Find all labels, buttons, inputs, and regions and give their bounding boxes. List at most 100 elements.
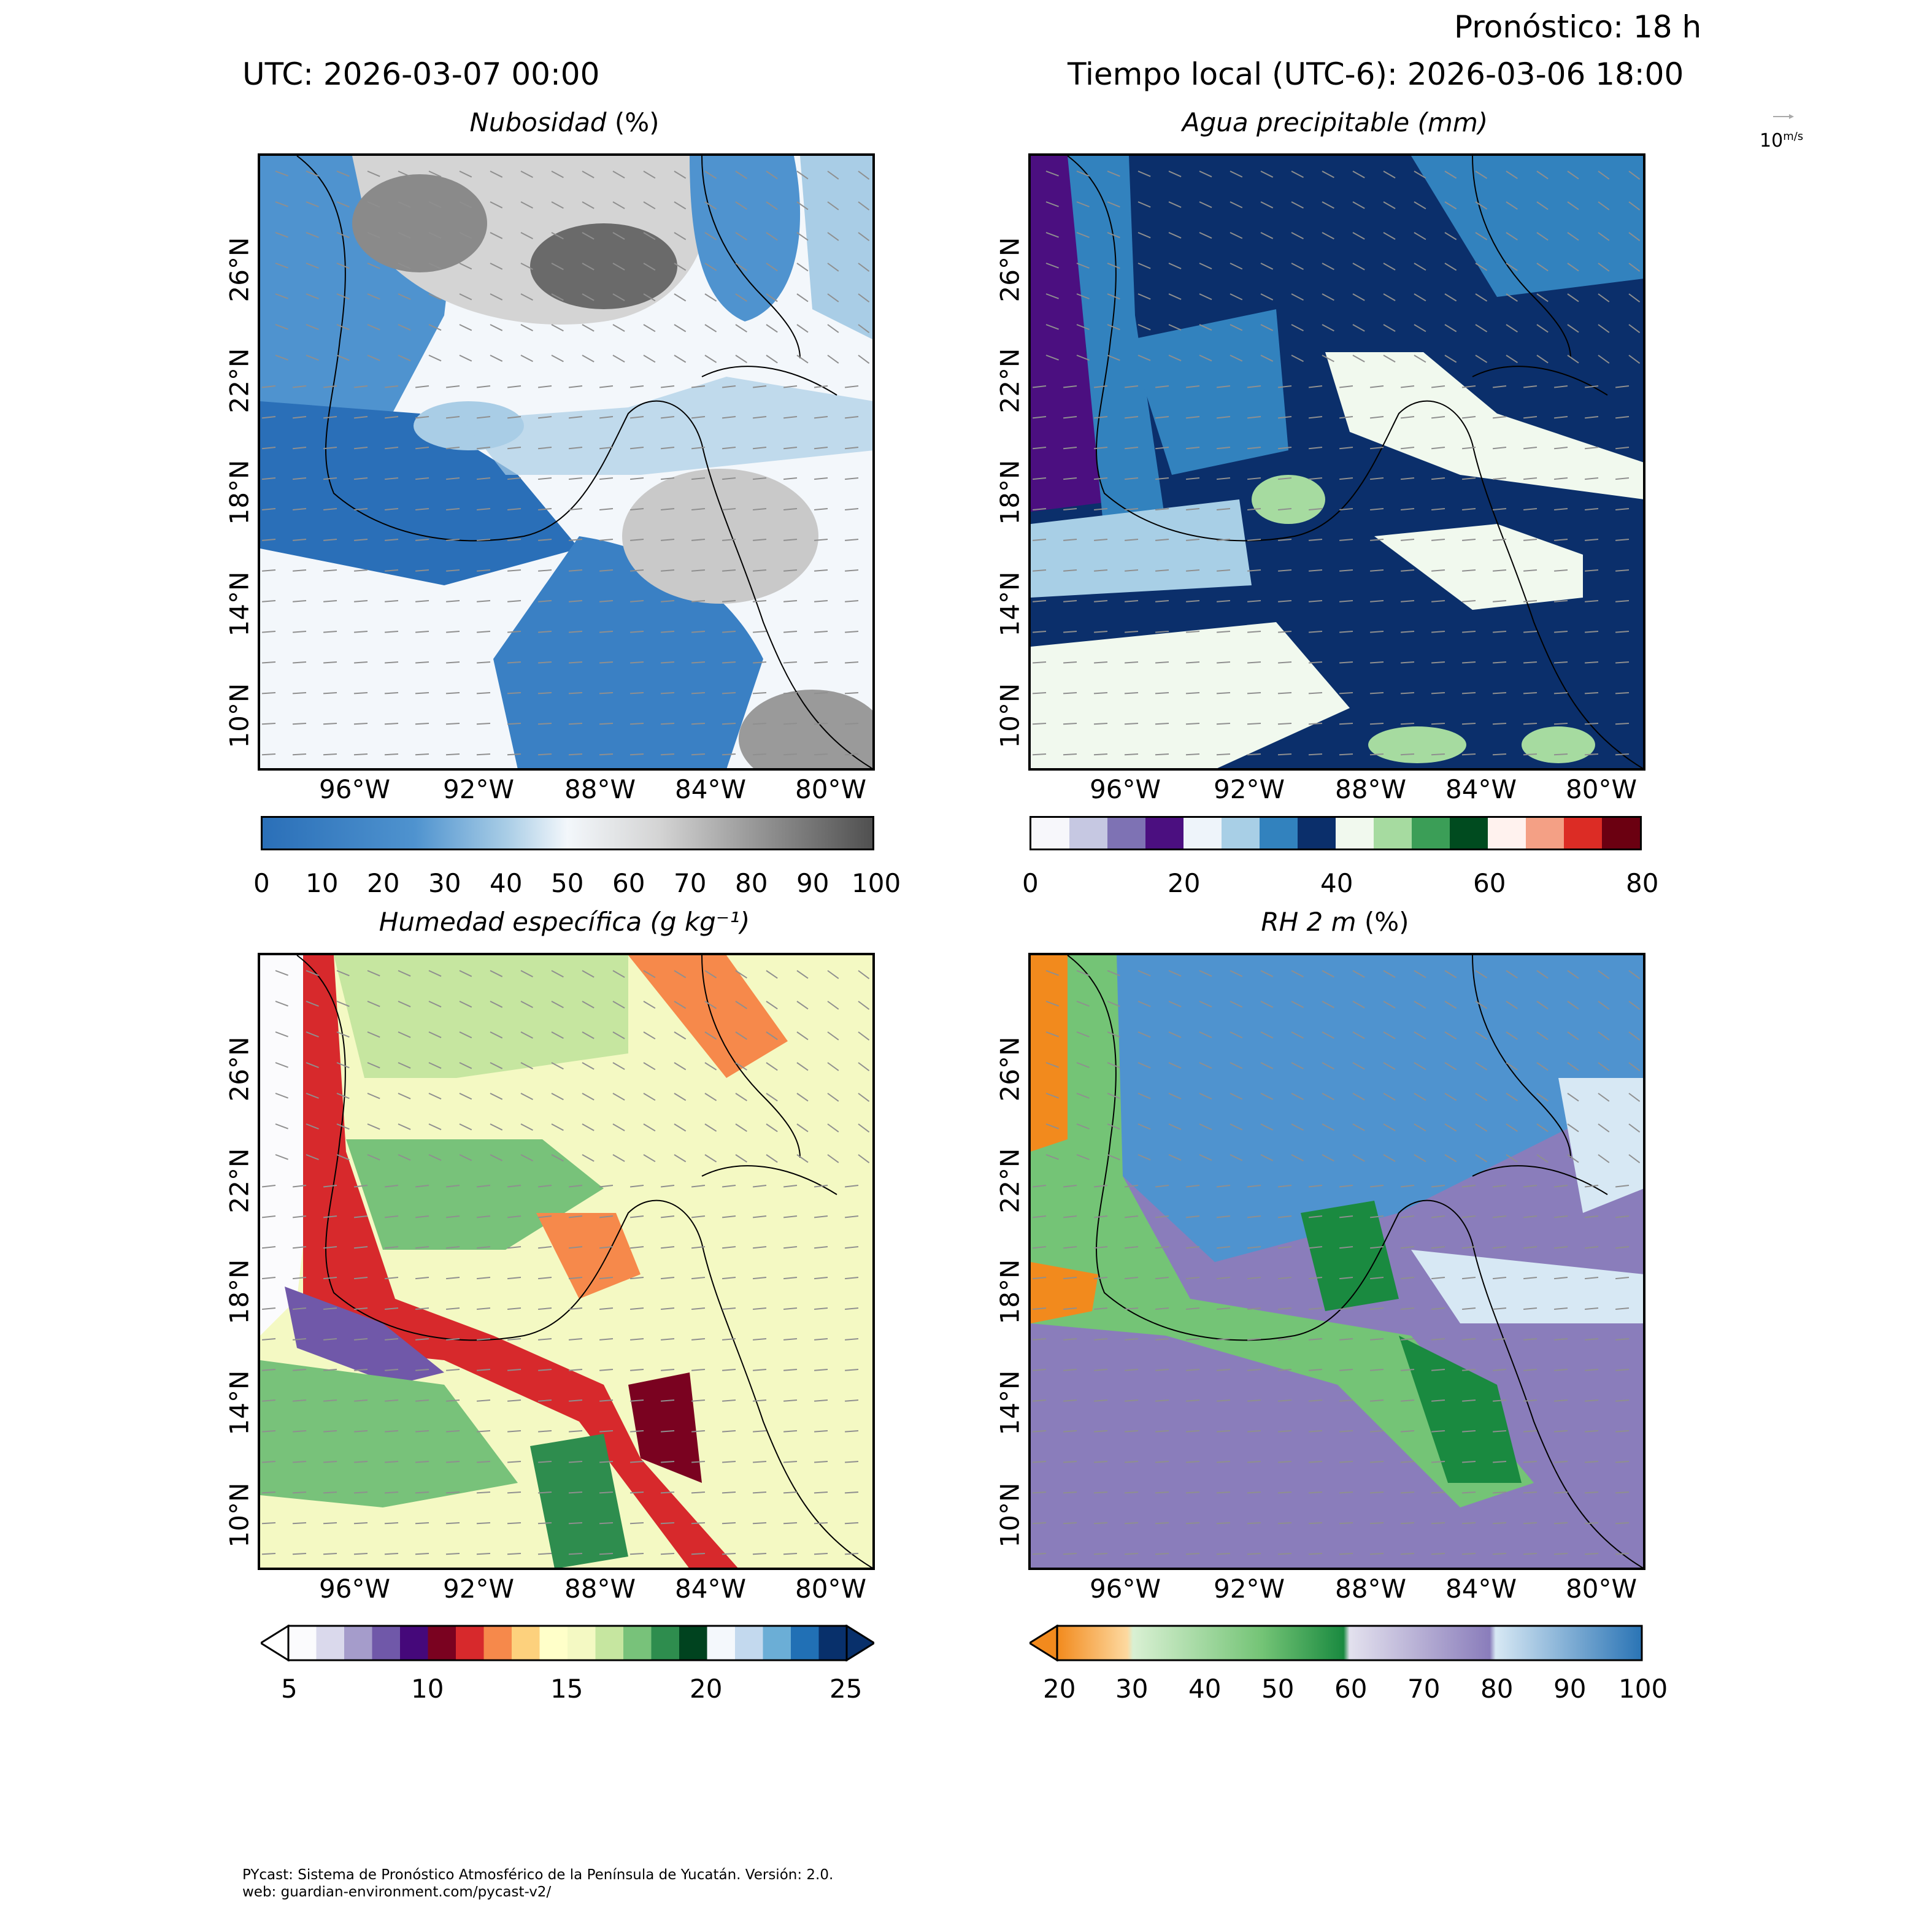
y-tick-label: 22°N [224,1148,255,1214]
footer-line-2: web: guardian-environment.com/pycast-v2/ [242,1884,552,1900]
wind-vector-arrow [446,1399,460,1402]
wind-vector-arrow [1401,1399,1415,1402]
wind-vector-arrow [293,508,307,510]
wind-vector-arrow [1339,1277,1353,1280]
wind-vector-arrow [1291,1031,1304,1039]
wind-vector-arrow [1076,1001,1090,1007]
wind-vector-arrow [1033,569,1047,572]
x-tick-label: 84°W [675,774,746,804]
wind-vector-arrow [367,1154,380,1161]
wind-vector-arrow [477,1307,491,1310]
footer-line-1: PYcast: Sistema de Pronóstico Atmosféric… [242,1867,834,1883]
wind-vector-arrow [353,1215,368,1218]
wind-vector-arrow [1536,1154,1549,1163]
y-tick-label: 18°N [224,460,255,525]
wind-vector-arrow [538,508,552,510]
wind-vector-arrow [660,1491,675,1494]
wind-vector-arrow [1461,447,1476,450]
wind-vector-arrow [353,1246,368,1249]
wind-vector-arrow [1492,1491,1507,1494]
wind-vector-arrow [796,293,809,302]
wind-vector-arrow [262,1399,276,1402]
wind-vector-arrow [845,1430,859,1433]
wind-vector-arrow [477,1338,491,1341]
wind-vector-arrow [735,1093,747,1101]
wind-vector-arrow [568,385,583,388]
wind-vector-arrow [1125,1399,1139,1402]
wind-vector-arrow [599,569,614,572]
wind-vector-arrow [477,600,491,602]
wind-vector-arrow [1291,293,1304,301]
wind-vector-arrow [735,201,747,210]
wind-vector-arrow [323,416,337,419]
wind-vector-arrow [1216,385,1231,388]
wind-vector-arrow [537,1215,552,1218]
wind-vector-arrow [1199,1031,1212,1039]
wind-vector-arrow [1414,201,1426,210]
x-tick-label: 80°W [1566,774,1637,804]
utc-time-label: UTC: 2026-03-07 00:00 [242,56,600,92]
wind-vector-arrow [507,1553,521,1555]
wind-vector-arrow [766,1031,778,1041]
wind-vector-arrow [643,263,656,271]
wind-vector-arrow [1217,539,1231,541]
wind-vector-arrow [691,539,706,541]
wind-vector-arrow [1369,753,1384,756]
wind-vector-arrow [261,1553,276,1555]
wind-vector-arrow [1168,263,1182,269]
wind-vector-arrow [844,1215,859,1218]
wind-vector-arrow [293,661,307,664]
wind-vector-arrow [1260,293,1274,301]
wind-vector-arrow [1444,293,1457,302]
x-tick-label: 96°W [319,1574,390,1604]
wind-vector-arrow [385,1338,399,1341]
wind-vector-arrow [766,1093,778,1102]
wind-vector-arrow [428,1031,442,1039]
wind-vector-arrow [261,385,276,388]
wind-vector-arrow [722,1399,736,1402]
wind-vector-arrow [1045,324,1059,330]
wind-vector-arrow [660,1215,675,1218]
wind-vector-arrow [629,1491,644,1494]
wind-vector-arrow [1523,447,1538,450]
wind-vector-arrow [520,171,533,178]
wind-vector-arrow [858,324,870,334]
wind-vector-arrow [783,385,798,388]
wind-vector-arrow [1493,1338,1507,1341]
wind-vector-arrow [1400,385,1415,388]
wind-vector-arrow [722,723,736,725]
wind-vector-arrow [1216,1491,1231,1494]
wind-vector-arrow [367,263,380,269]
wind-vector-arrow [1155,416,1169,419]
wind-vector-arrow [827,1123,839,1133]
wind-vector-arrow [1598,355,1610,364]
wind-vector-arrow [490,324,503,331]
wind-vector-arrow [1369,447,1384,450]
wind-vector-arrow [1401,477,1415,480]
wind-vector-arrow [1585,1307,1599,1310]
wind-vector-arrow [1168,1062,1182,1069]
wind-vector-arrow [599,1491,614,1494]
wind-vector-arrow [1217,1307,1231,1310]
wind-vector-arrow [858,263,870,272]
wind-vector-arrow [1094,1338,1108,1341]
wind-vector-arrow [1094,508,1108,510]
wind-vector-arrow [1493,508,1507,510]
wind-vector-arrow [844,1553,859,1555]
wind-vector-arrow [1322,1062,1334,1070]
x-tick-label: 84°W [675,1574,746,1604]
wind-vector-arrow [1063,1338,1077,1341]
wind-vector-arrow [1370,1461,1384,1463]
wind-vector-arrow [1585,1369,1599,1371]
wind-key-value: 10 [1760,130,1784,152]
wind-vector-arrow [385,1399,399,1402]
wind-vector-arrow [1278,600,1292,602]
wind-vector-arrow [1230,171,1243,178]
wind-vector-arrow [1554,631,1568,633]
wind-vector-arrow [293,1277,307,1280]
wind-vector-arrow [1370,477,1384,480]
colorbar-tick-label: 20 [367,868,400,898]
wind-vector-arrow [507,416,521,419]
wind-vector-arrow [1291,171,1304,178]
wind-vector-arrow [261,723,276,725]
